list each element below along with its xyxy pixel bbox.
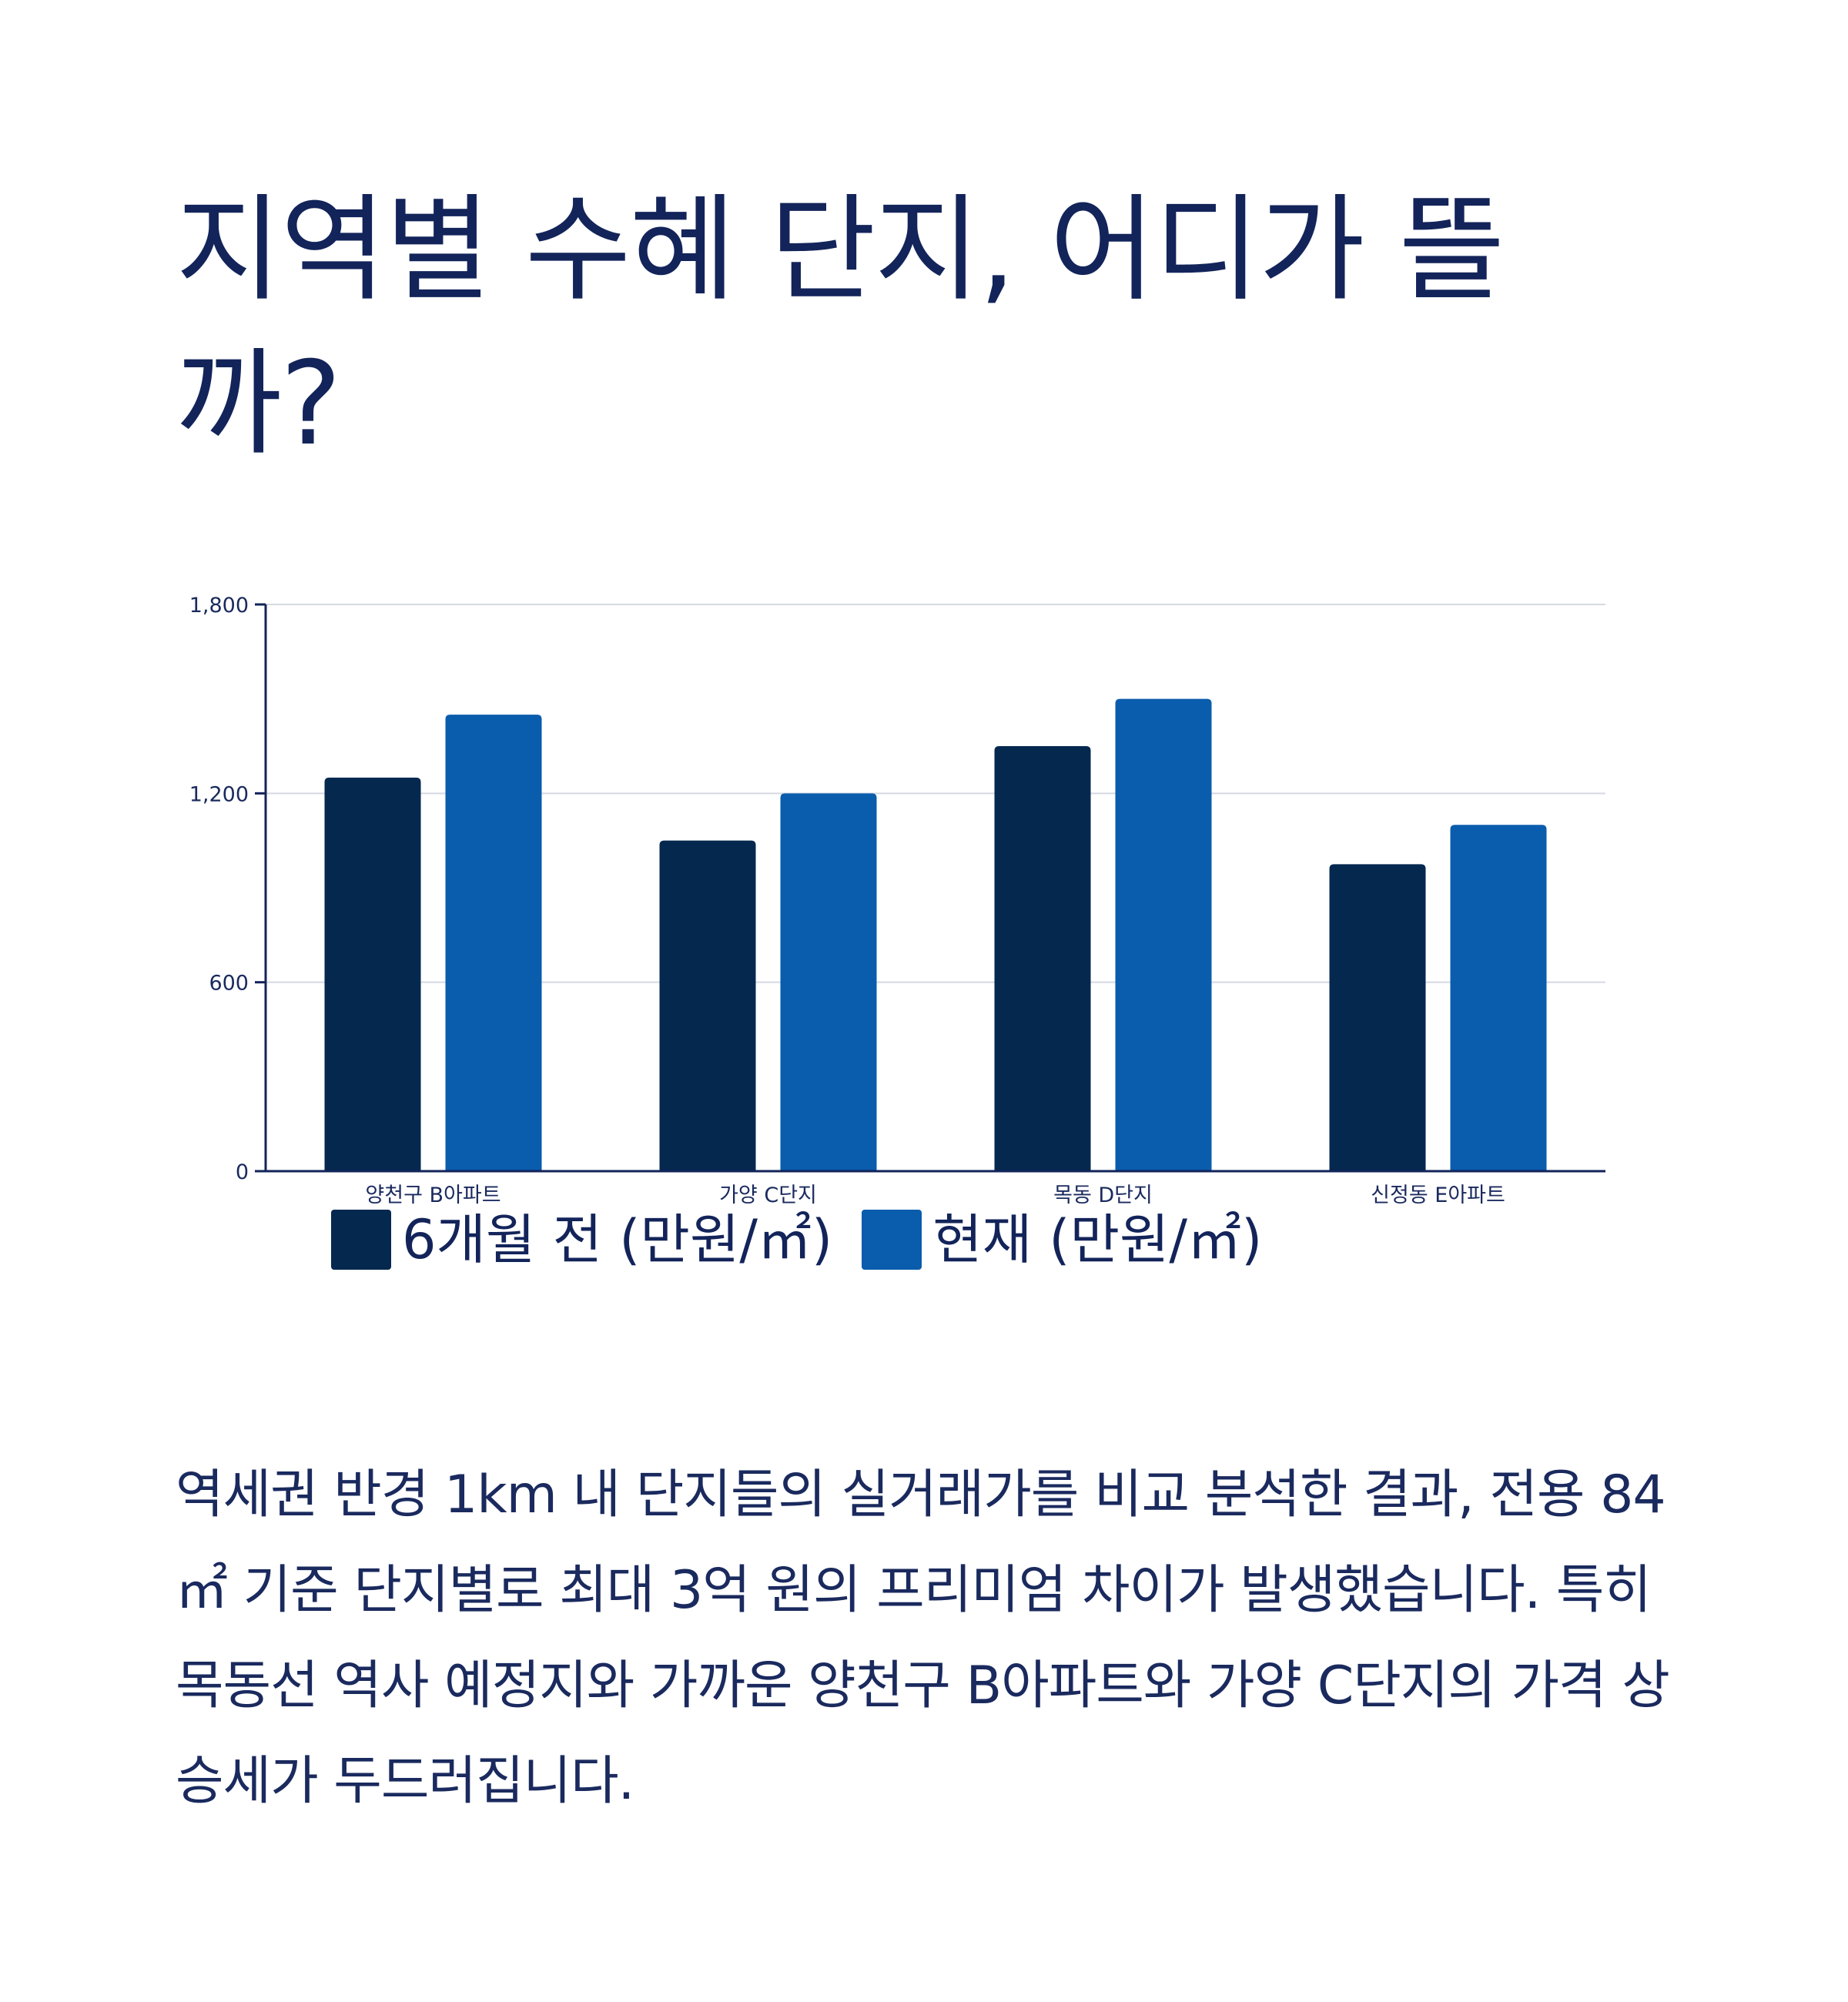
legend-swatch-before [331,1210,391,1270]
bar-chart: 0 600 1,200 1,800 양천구 B아파트 가양 C단지 목동 D단지 신정동 E아… [189,594,1605,1207]
chart-legend: 6개월 전 (만원/㎡) 현재 (만원/㎡) [331,1201,1291,1278]
bar-before-3 [1329,864,1426,1171]
legend-label-before: 6개월 전 (만원/㎡) [402,1208,833,1271]
x-category-label-0: 양천구 B아파트 [365,1183,500,1207]
y-tick-label-2: 1,200 [189,782,249,806]
legend-item-now: 현재 (만원/㎡) [862,1201,1262,1278]
chart-axes [255,603,1605,1173]
description-paragraph: 역세권 반경 1km 내 단지들의 실거래가를 비교 분석한 결과, 전용 84… [176,1465,1670,1812]
bar-now-3 [1450,825,1547,1171]
x-category-label-3: 신정동 E아파트 [1371,1183,1505,1207]
bar-before-1 [659,840,756,1171]
y-tick-label-1: 600 [209,972,249,996]
bar-before-2 [994,746,1091,1171]
bar-now-1 [780,793,877,1171]
page-title: 지역별 수혜 단지, 어디가 뜰까? [176,183,1505,471]
bar-now-2 [1115,698,1212,1171]
chart-bars [324,698,1547,1171]
y-tick-label-0: 0 [236,1160,249,1184]
bar-before-0 [324,777,421,1171]
bar-now-0 [445,715,542,1171]
x-category-label-2: 목동 D단지 [1053,1183,1153,1207]
legend-label-now: 현재 (만원/㎡) [932,1208,1263,1271]
x-category-label-1: 가양 C단지 [719,1183,817,1207]
legend-item-before: 6개월 전 (만원/㎡) [331,1201,832,1278]
chart-labels: 0 600 1,200 1,800 양천구 B아파트 가양 C단지 목동 D단지 신정동 E아… [189,594,1505,1207]
legend-swatch-now [862,1210,922,1270]
y-tick-label-3: 1,800 [189,594,249,618]
